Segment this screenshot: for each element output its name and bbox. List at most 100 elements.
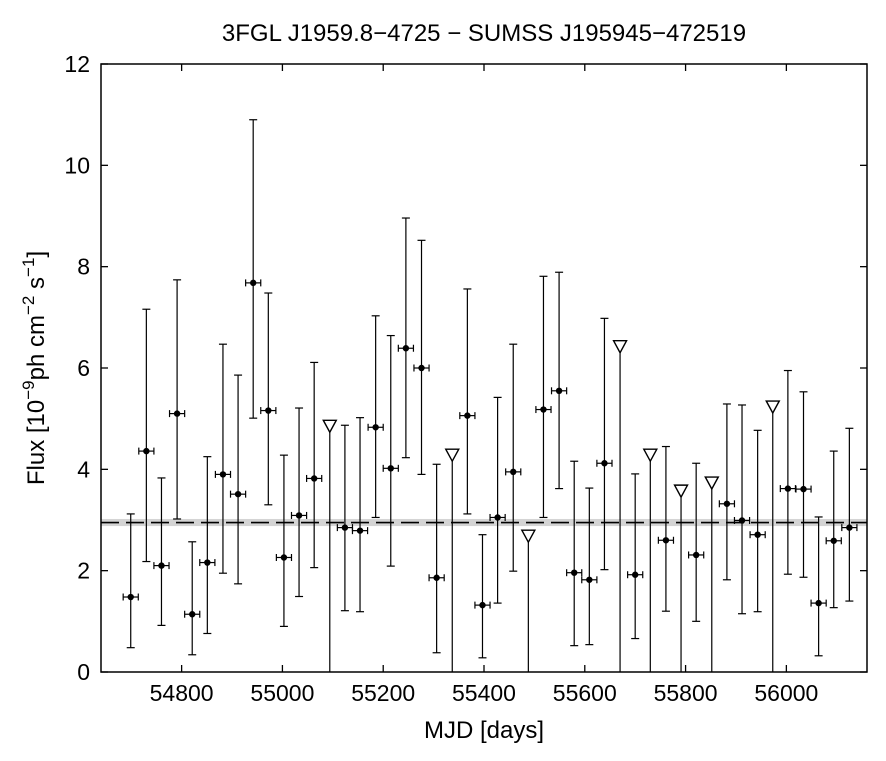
flux-marker — [662, 537, 670, 544]
flux-marker — [234, 490, 242, 498]
upper-limits-layer — [322, 340, 781, 672]
flux-marker — [464, 412, 471, 419]
upper-limit-triangle — [642, 448, 658, 463]
data-point — [810, 516, 827, 657]
data-point — [413, 239, 430, 475]
upper-limit — [322, 419, 338, 672]
data-point — [397, 217, 415, 459]
flux-marker — [387, 465, 394, 472]
data-point — [459, 288, 476, 515]
y-axis: 0 2 4 6 8 10 12 — [64, 51, 867, 685]
flux-marker — [738, 517, 746, 524]
data-point — [779, 369, 797, 575]
flux-marker — [356, 527, 364, 534]
data-point — [245, 119, 262, 419]
data-point — [749, 429, 766, 613]
data-point — [336, 424, 354, 612]
y-axis-label-exp1: −9 — [19, 380, 38, 399]
chart-title: 3FGL J1959.8−4725 − SUMSS J195945−472519 — [222, 20, 746, 47]
x-tick-label: 54800 — [150, 680, 214, 706]
data-point — [138, 308, 155, 563]
y-axis-label-mid2: s — [23, 277, 50, 296]
x-tick-label: 55600 — [553, 680, 617, 706]
flux-marker — [784, 485, 792, 492]
data-point — [841, 427, 858, 602]
data-point — [535, 275, 552, 519]
flux-marker — [800, 485, 807, 493]
data-point — [795, 391, 812, 578]
flux-marker — [280, 554, 288, 561]
flux-marker — [601, 460, 608, 467]
y-tick-label: 6 — [77, 355, 90, 381]
upper-limit-triangle — [444, 448, 460, 463]
data-point — [367, 315, 384, 519]
upper-limit — [704, 476, 720, 672]
y-axis-label-exp3: −1 — [19, 258, 38, 277]
data-point — [153, 477, 170, 626]
data-point — [168, 279, 186, 520]
upper-limit — [673, 484, 689, 672]
data-point — [428, 463, 445, 654]
data-point — [351, 417, 369, 613]
flux-marker — [830, 537, 837, 544]
data-point — [214, 343, 232, 574]
flux-marker — [540, 406, 547, 413]
flux-marker — [846, 524, 853, 531]
y-tick-label: 0 — [77, 659, 90, 685]
x-tick-label: 55000 — [250, 680, 314, 706]
data-point — [290, 407, 308, 598]
data-point — [657, 445, 675, 612]
upper-limit — [520, 529, 537, 672]
y-tick-label: 10 — [64, 152, 90, 178]
flux-marker — [571, 569, 578, 576]
data-point — [382, 334, 399, 567]
flux-marker — [249, 279, 257, 287]
y-axis-label-mid: ph cm — [23, 315, 50, 380]
data-point — [581, 487, 598, 646]
data-point — [184, 541, 201, 656]
flux-marker — [418, 364, 425, 372]
data-point — [825, 450, 842, 609]
data-point — [550, 271, 568, 490]
flux-marker — [494, 514, 501, 521]
upper-limit-triangle — [765, 400, 781, 415]
flux-marker — [631, 571, 639, 578]
data-point — [275, 454, 293, 628]
data-point — [505, 343, 522, 572]
detections-layer — [122, 119, 858, 659]
data-point — [733, 404, 751, 615]
flux-marker — [143, 447, 150, 455]
flux-marker — [127, 593, 134, 601]
flux-marker — [815, 599, 822, 607]
data-point — [474, 534, 491, 659]
y-tick-label: 12 — [64, 51, 90, 77]
y-tick-label: 8 — [77, 254, 90, 280]
flux-marker — [692, 551, 700, 559]
data-point — [688, 462, 705, 622]
flux-marker — [295, 512, 303, 519]
flux-marker — [510, 468, 517, 476]
flux-marker — [158, 562, 165, 569]
flux-marker — [341, 524, 349, 531]
upper-limit-triangle — [704, 476, 720, 491]
y-axis-label-pre: Flux [10 — [23, 400, 50, 485]
y-axis-label: Flux [10−9ph cm−2 s−1] — [19, 251, 50, 485]
data-point — [566, 460, 583, 647]
y-tick-label: 2 — [77, 558, 90, 584]
data-point — [260, 292, 277, 506]
flux-marker — [555, 387, 563, 394]
flux-marker — [265, 407, 272, 414]
data-point — [596, 317, 613, 571]
flux-marker — [433, 574, 440, 581]
y-axis-label-post: ] — [23, 251, 50, 258]
flux-marker — [189, 611, 196, 618]
x-axis-label: MJD [days] — [424, 717, 544, 744]
upper-limit-triangle — [673, 484, 689, 499]
flux-marker — [310, 475, 318, 482]
data-point — [229, 374, 247, 585]
upper-limit-triangle — [612, 340, 628, 355]
data-point — [122, 513, 139, 649]
upper-limit-triangle — [322, 419, 338, 434]
flux-marker — [586, 576, 593, 583]
upper-limit — [765, 400, 781, 672]
